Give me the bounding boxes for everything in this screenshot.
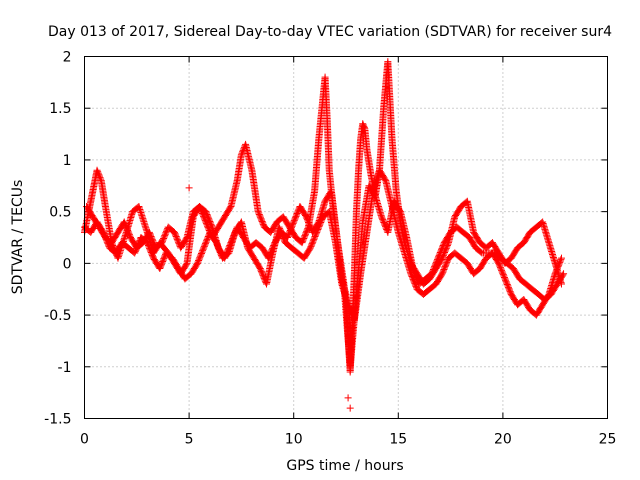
data-point [346, 404, 354, 412]
data-point-track-a [94, 168, 102, 176]
chart-title: Day 013 of 2017, Sidereal Day-to-day VTE… [48, 24, 612, 40]
y-tick-label: 0.5 [49, 205, 71, 221]
data-point-track-c [560, 270, 568, 278]
y-tick-label: -1.5 [44, 412, 71, 428]
data-point-track-a [94, 169, 102, 177]
x-tick-label: 25 [599, 432, 617, 448]
data-point-track-a [97, 175, 105, 183]
data-point [185, 184, 193, 192]
data-point-track-b [557, 254, 565, 262]
data-point-track-c [208, 222, 216, 230]
y-tick-label: 1.5 [49, 101, 71, 117]
x-tick-label: 0 [80, 432, 89, 448]
data-point-track-a [96, 174, 104, 182]
data-point-track-b [557, 256, 565, 264]
data-point-track-c [559, 271, 567, 279]
plot-frame [84, 56, 608, 419]
data-point-track-a [360, 124, 368, 132]
y-axis-label: SDTVAR / TECUs [10, 180, 26, 295]
data-point-track-a [93, 166, 101, 174]
x-tick-label: 10 [285, 432, 303, 448]
data-point-track-a [182, 261, 190, 269]
data-points [81, 58, 568, 412]
data-point-track-a [95, 172, 103, 180]
data-point [344, 394, 352, 402]
x-tick-label: 15 [389, 432, 407, 448]
x-tick-label: 20 [494, 432, 512, 448]
y-tick-label: 0 [63, 256, 72, 272]
data-point-track-a [95, 171, 103, 179]
y-tick-labels: -1.5 -1 -0.5 0 0.5 1 1.5 2 [44, 50, 71, 428]
x-tick-labels: 0 5 10 15 20 25 [80, 432, 616, 448]
y-tick-label: -1 [58, 360, 72, 376]
data-point-track-a [237, 151, 245, 159]
y-tick-label: 1 [63, 153, 72, 169]
y-tick-label: -0.5 [44, 308, 71, 324]
x-tick-label: 5 [185, 432, 194, 448]
y-tick-label: 2 [63, 50, 72, 66]
x-axis-label: GPS time / hours [286, 458, 403, 474]
